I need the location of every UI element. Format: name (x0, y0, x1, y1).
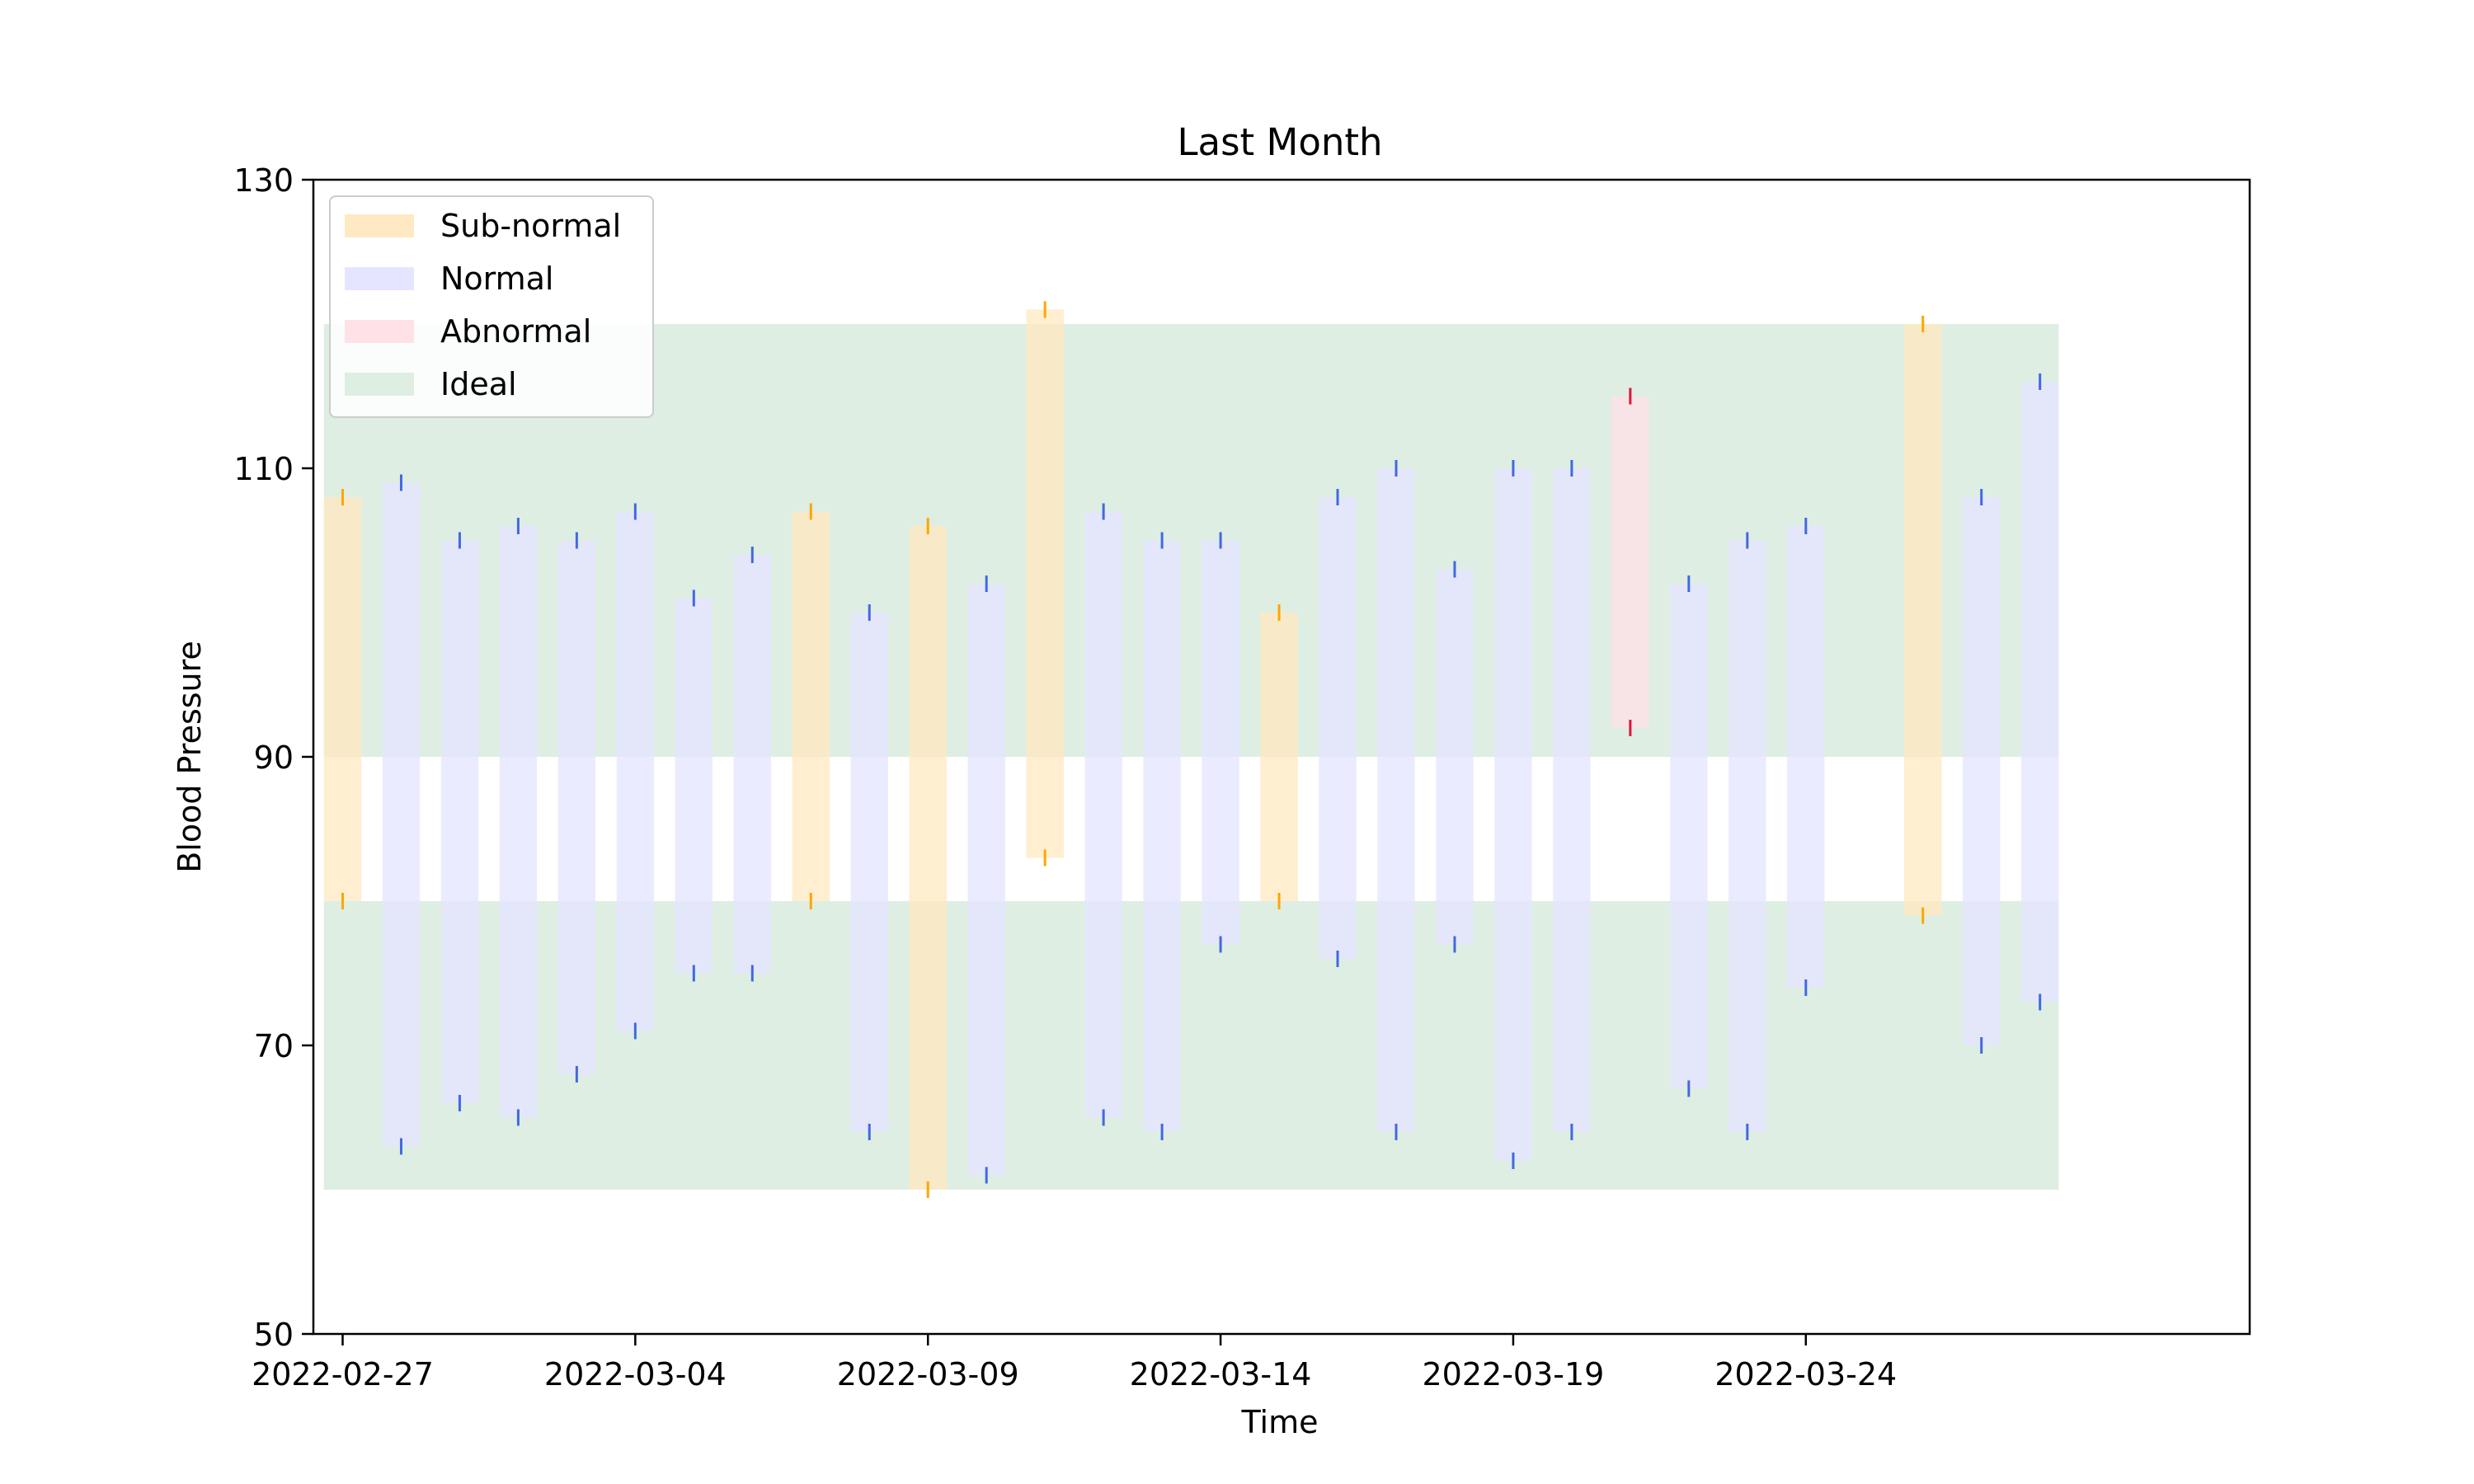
reading-bar (967, 584, 1005, 1176)
reading-bar (440, 540, 479, 1103)
legend-label: Abnormal (440, 313, 591, 350)
x-tick-label: 2022-03-09 (837, 1356, 1019, 1392)
legend-box (329, 195, 654, 418)
x-tick-label: 2022-03-14 (1130, 1356, 1312, 1392)
y-axis-label: Blood Pressure (172, 641, 208, 873)
reading-bar (1787, 526, 1825, 988)
reading-bar (733, 555, 772, 974)
legend-swatch (345, 214, 414, 237)
y-axis: 50 70 90 110 130 (233, 162, 313, 1353)
y-tick-label: 50 (254, 1317, 294, 1353)
y-tick-label: 90 (254, 740, 294, 776)
x-tick-label: 2022-02-27 (252, 1356, 434, 1392)
ideal-band-diastolic (323, 901, 2059, 1190)
chart-title: Last Month (1177, 120, 1382, 164)
reading-bar (1904, 324, 1942, 916)
reading-bar (675, 598, 713, 974)
reading-bar (2020, 382, 2059, 1003)
y-tick-label: 110 (233, 451, 294, 487)
reading-bar (1260, 613, 1298, 901)
plot-area (323, 301, 2059, 1198)
reading-bar (1143, 540, 1181, 1132)
reading-bar (382, 482, 421, 1147)
x-tick-label: 2022-03-19 (1423, 1356, 1605, 1392)
x-axis: 2022-02-27 2022-03-04 2022-03-09 2022-03-14… (252, 1334, 1897, 1392)
legend-swatch (345, 373, 414, 396)
reading-bar (1553, 468, 1591, 1132)
legend-swatch (345, 267, 414, 290)
reading-bar (1670, 584, 1708, 1089)
reading-bar (1084, 511, 1122, 1118)
reading-bar (1729, 540, 1766, 1132)
reading-bar (1494, 468, 1532, 1161)
reading-bar (850, 613, 888, 1132)
reading-bar (1026, 309, 1064, 858)
reading-bar (616, 511, 655, 1031)
x-tick-label: 2022-03-24 (1714, 1356, 1897, 1392)
y-tick-label: 70 (254, 1028, 294, 1064)
reading-bar (323, 497, 362, 901)
reading-bar (557, 540, 596, 1074)
reading-bar (792, 511, 830, 901)
legend-label: Sub-normal (440, 208, 621, 244)
legend-label: Ideal (440, 366, 517, 402)
reading-bar (499, 526, 538, 1118)
x-axis-label: Time (1241, 1404, 1319, 1440)
legend-label: Normal (440, 261, 554, 297)
reading-bar (1319, 497, 1357, 959)
reading-bar (1436, 569, 1474, 945)
reading-bar (1962, 497, 2001, 1045)
legend: Sub-normal Normal Abnormal Ideal (329, 195, 654, 418)
reading-bar (909, 526, 947, 1190)
reading-bar (1611, 396, 1649, 728)
x-tick-label: 2022-03-04 (544, 1356, 727, 1392)
reading-bar (1202, 540, 1239, 945)
y-tick-label: 130 (233, 162, 294, 199)
legend-swatch (345, 320, 414, 343)
reading-bar (1377, 468, 1415, 1132)
